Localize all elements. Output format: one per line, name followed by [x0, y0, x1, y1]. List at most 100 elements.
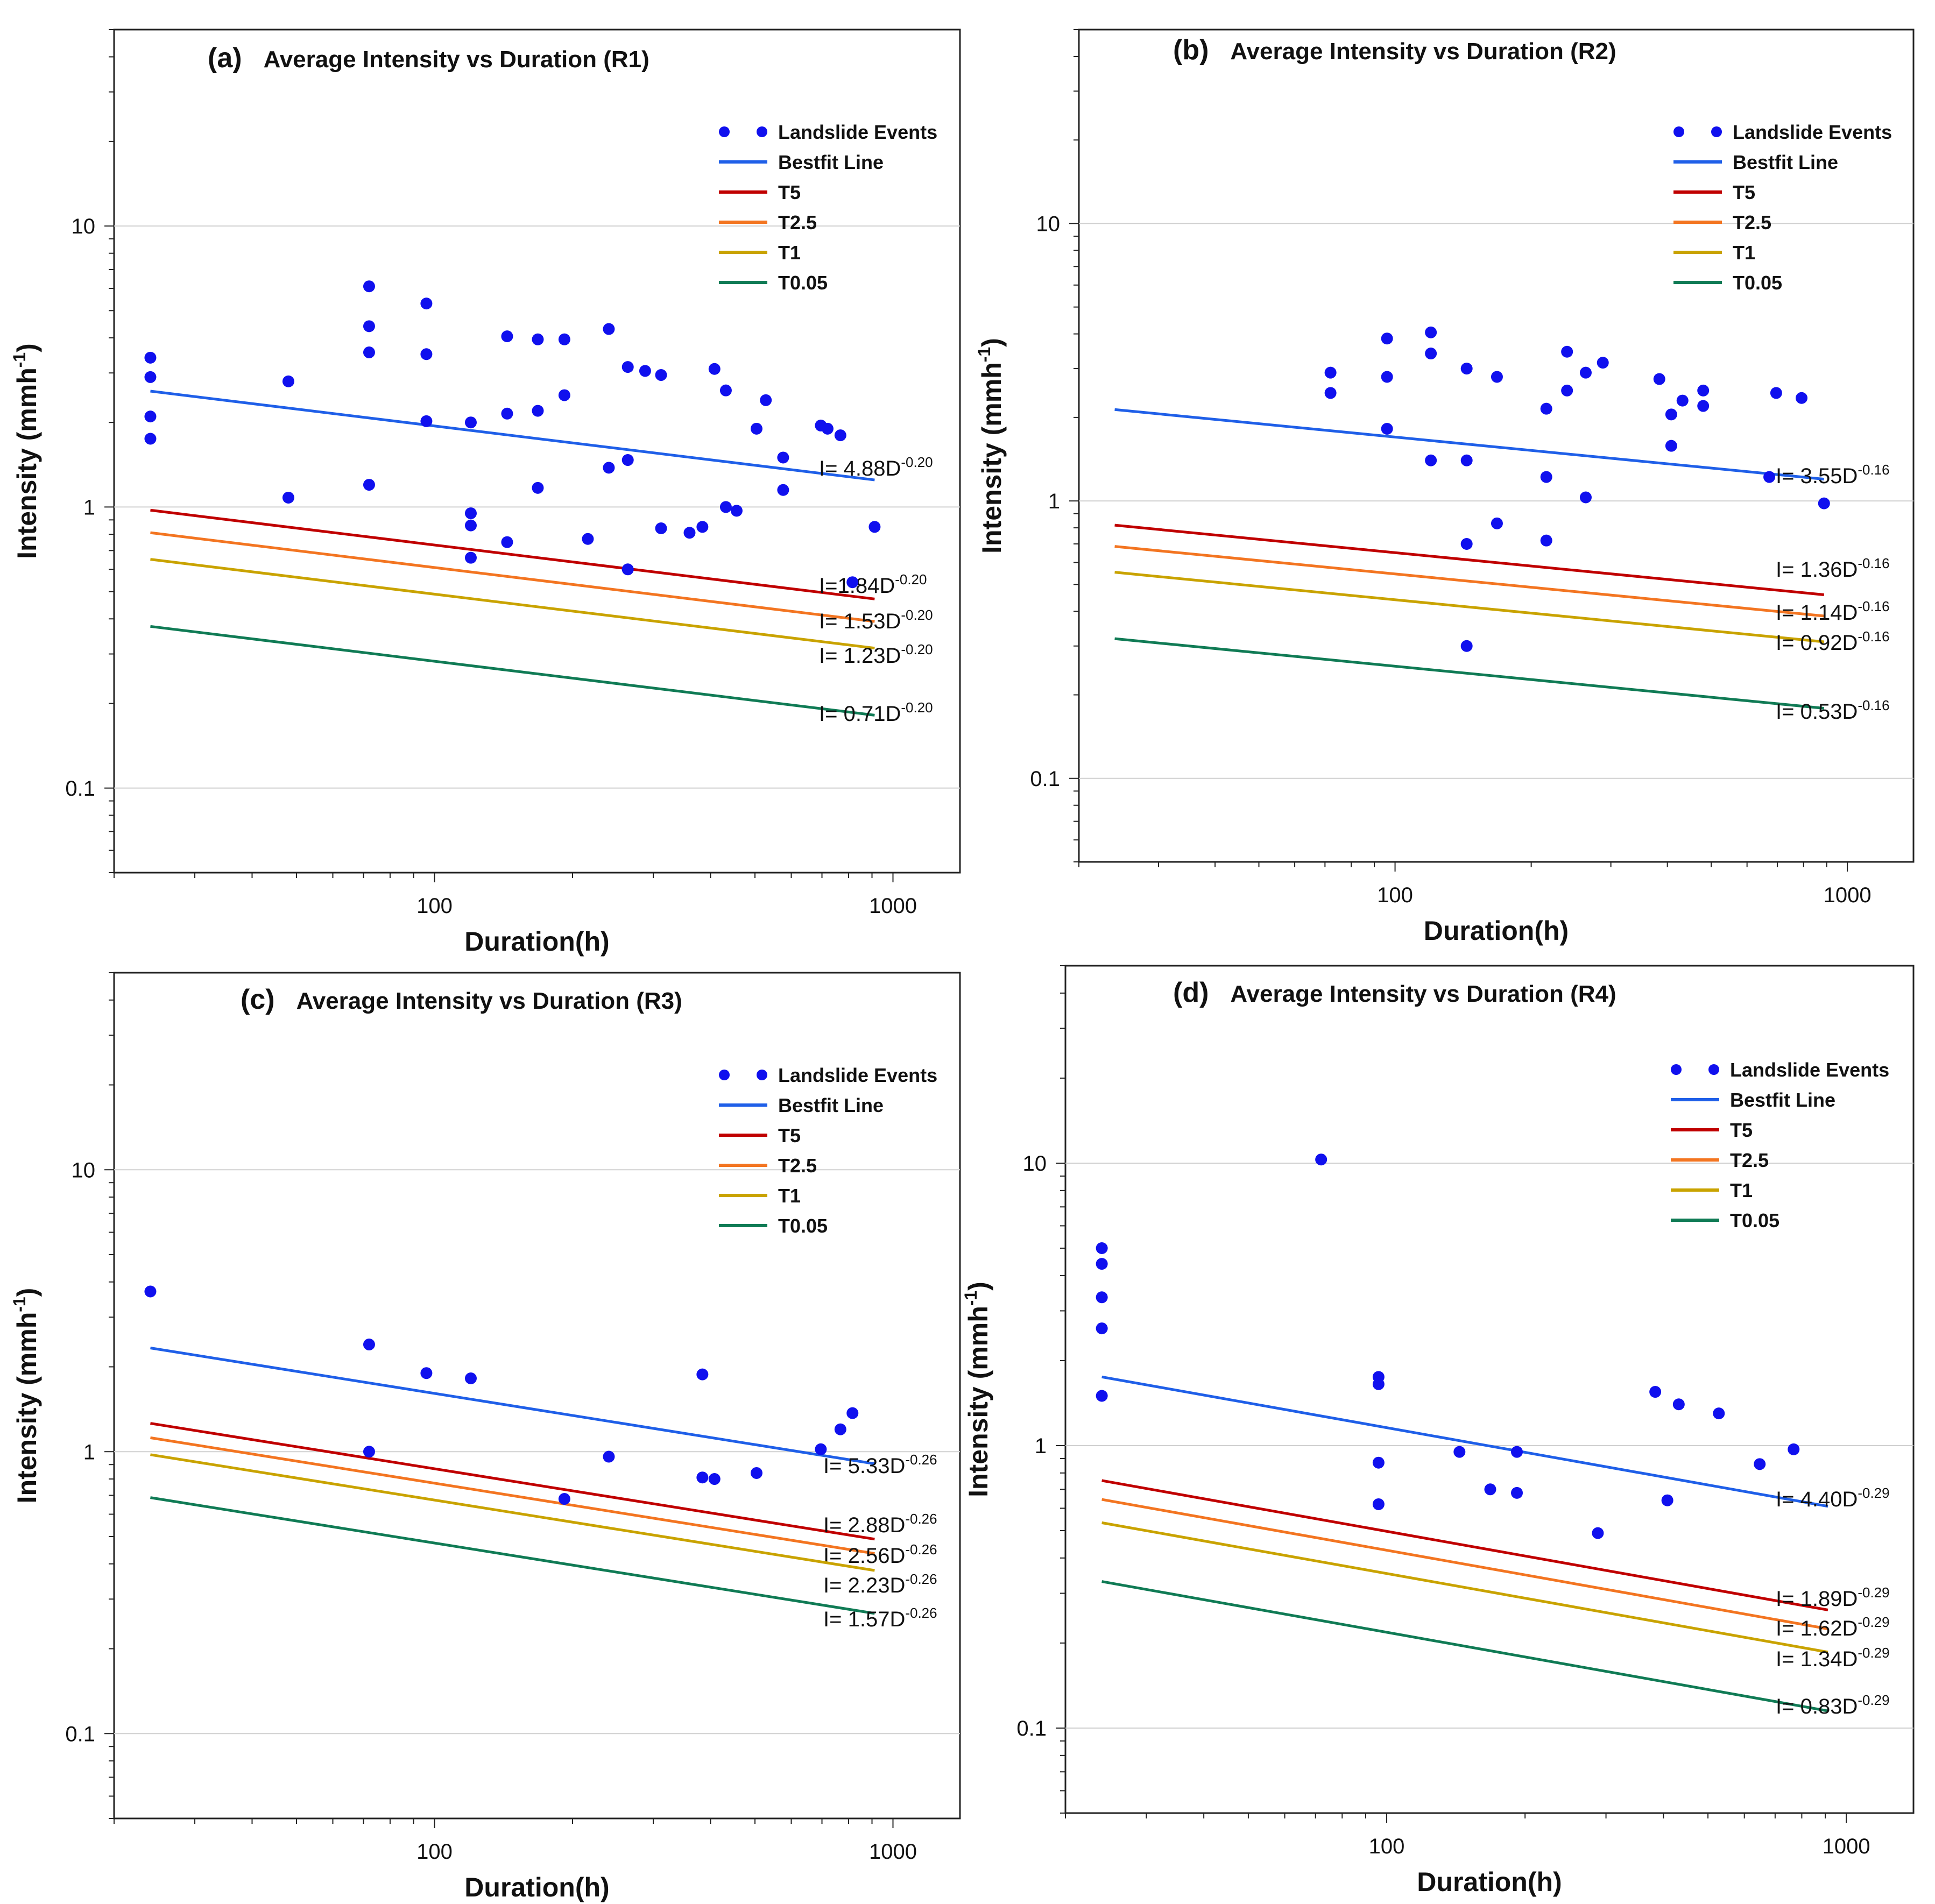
- x-tick-label: 100: [1369, 1835, 1405, 1858]
- landslide-point: [1460, 537, 1473, 550]
- y-tick-label: 1: [83, 1440, 95, 1464]
- landslide-point: [1381, 371, 1393, 383]
- landslide-point: [464, 519, 477, 532]
- equation-label: I= 2.23D-0.26: [823, 1571, 937, 1597]
- x-tick-label: 100: [1377, 883, 1413, 907]
- landslide-point: [558, 1493, 570, 1505]
- landslide-point: [846, 1407, 859, 1419]
- panel-letter: (a): [208, 43, 242, 74]
- panel-title: (d) Average Intensity vs Duration (R4): [1173, 977, 1616, 1008]
- legend-label: T2.5: [778, 211, 817, 233]
- landslide-point: [1788, 1443, 1800, 1455]
- landslide-point: [363, 479, 375, 491]
- landslide-point: [1770, 387, 1782, 399]
- equation-base: I= 1.14D: [1776, 601, 1858, 625]
- landslide-point: [1460, 363, 1473, 375]
- equation-exponent: -0.29: [1858, 1692, 1889, 1708]
- panel-title-text: Average Intensity vs Duration (R1): [264, 46, 649, 73]
- landslide-point: [420, 1367, 433, 1379]
- line-t1: [1101, 1521, 1828, 1654]
- landslide-point: [815, 1443, 827, 1455]
- landslide-point: [464, 1372, 477, 1384]
- landslide-point: [639, 365, 651, 377]
- y-tick-label: 10: [72, 1158, 96, 1182]
- landslide-point: [282, 491, 294, 504]
- equation-label: I= 0.53D-0.16: [1776, 697, 1890, 724]
- y-axis-title-close: ): [963, 1282, 993, 1291]
- landslide-point: [582, 533, 594, 545]
- landslide-point: [464, 416, 477, 429]
- equation-exponent: -0.26: [905, 1541, 937, 1558]
- panel-letter: (c): [241, 984, 275, 1015]
- line-t0-05: [1114, 637, 1825, 710]
- landslide-point: [532, 482, 544, 494]
- x-tick-label: 1000: [1824, 883, 1872, 907]
- equation-exponent: -0.20: [901, 699, 933, 716]
- chart-panel-b: 0.1 1 10 100 1000 Duration(h) Intensity (mmh-1…: [974, 29, 1915, 946]
- legend: Landslide Events Bestfit Line T5 T2.5 T1 T0.0…: [719, 1064, 937, 1237]
- y-axis-title: Intensity (mmh-1): [10, 343, 42, 559]
- legend: Landslide Events Bestfit Line T5 T2.5 T1 T0.0…: [1671, 1059, 1889, 1231]
- landslide-point: [655, 369, 667, 381]
- landslide-point: [708, 1473, 721, 1485]
- legend-label: Landslide Events: [778, 1064, 937, 1086]
- landslide-point: [1460, 640, 1473, 652]
- landslide-point: [501, 536, 513, 548]
- landslide-point: [1372, 1456, 1385, 1469]
- equation-exponent: -0.29: [1858, 1584, 1889, 1601]
- landslide-point: [1672, 1398, 1685, 1411]
- y-tick-label: 10: [72, 215, 96, 238]
- y-axis-title-close: ): [12, 1288, 42, 1297]
- landslide-point: [1796, 392, 1808, 404]
- landslide-point: [1372, 1378, 1385, 1390]
- landslide-point: [1713, 1407, 1725, 1420]
- equation-exponent: -0.16: [1858, 598, 1889, 614]
- y-tick-label: 1: [1048, 490, 1060, 513]
- equation-exponent: -0.26: [905, 1571, 937, 1587]
- equation-exponent: -0.29: [1858, 1645, 1889, 1661]
- y-tick-label: 0.1: [65, 1722, 95, 1746]
- legend-label: T0.05: [1730, 1209, 1779, 1231]
- landslide-point: [1579, 366, 1592, 379]
- equation-exponent: -0.26: [905, 1452, 937, 1468]
- landslide-point: [655, 522, 667, 534]
- equation-label: I= 4.88D-0.20: [819, 454, 933, 480]
- legend-label: Bestfit Line: [778, 1094, 884, 1116]
- legend-marker: [757, 1070, 767, 1080]
- x-tick-label: 1000: [1823, 1835, 1870, 1858]
- legend-label: T5: [1733, 181, 1755, 203]
- equation-base: I= 1.23D: [819, 644, 901, 668]
- landslide-point: [834, 1423, 846, 1435]
- x-axis-title: Duration(h): [1424, 916, 1569, 946]
- line-t1: [1114, 571, 1825, 643]
- landslide-point: [1561, 345, 1573, 358]
- legend-marker: [719, 126, 730, 137]
- equation-label: I= 1.53D-0.20: [819, 607, 933, 633]
- equation-base: I= 1.62D: [1776, 1617, 1858, 1640]
- landslide-point: [144, 351, 157, 364]
- landslide-point: [1381, 422, 1393, 435]
- landslide-point: [1511, 1487, 1523, 1499]
- panel-title-text: Average Intensity vs Duration (R3): [296, 988, 682, 1014]
- landslide-point: [464, 551, 477, 564]
- landslide-point: [777, 451, 789, 464]
- legend-label: Bestfit Line: [1733, 151, 1838, 173]
- landslide-point: [603, 1450, 615, 1463]
- equation-label: I= 0.83D-0.29: [1776, 1692, 1890, 1718]
- line-t2-5: [1101, 1498, 1828, 1631]
- landslide-point: [750, 1467, 762, 1479]
- plot-frame: [113, 972, 961, 1820]
- landslide-point: [1324, 366, 1337, 379]
- y-tick-label: 1: [1035, 1434, 1047, 1458]
- y-tick-label: 1: [83, 496, 95, 519]
- y-axis-title-exponent: -1: [974, 347, 994, 362]
- landslide-point: [603, 323, 615, 335]
- plot-frame: [1064, 965, 1915, 1814]
- y-axis-title: Intensity (mmh-1): [961, 1282, 993, 1497]
- landslide-point: [1425, 348, 1437, 360]
- equation-exponent: -0.16: [1858, 555, 1889, 571]
- legend: Landslide Events Bestfit Line T5 T2.5 T1 T0.0…: [1673, 121, 1892, 294]
- landslide-point: [144, 1285, 157, 1298]
- landslide-point: [1592, 1527, 1604, 1539]
- y-tick-label: 10: [1023, 1152, 1047, 1176]
